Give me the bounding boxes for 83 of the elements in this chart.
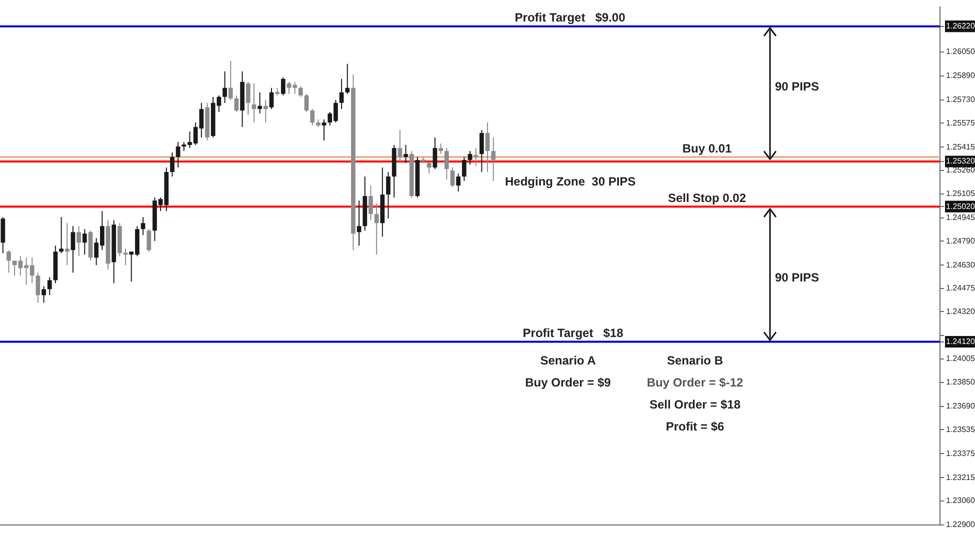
- candlestick: [374, 203, 379, 256]
- annotation: Hedging Zone 30 PIPS: [505, 174, 636, 188]
- candlestick: [404, 144, 408, 164]
- candlestick: [450, 167, 455, 188]
- candlestick: [468, 150, 472, 166]
- annotation: Sell Order = $18: [649, 397, 741, 412]
- candlestick: [76, 226, 82, 257]
- candlestick: [258, 92, 262, 114]
- ref-line-label: Profit Target $9.00: [514, 10, 626, 25]
- y-tick-label: 1.23060: [946, 496, 975, 506]
- candlestick: [140, 216, 146, 236]
- candlestick: [491, 136, 496, 182]
- y-tick-label: 1.24630: [946, 260, 975, 270]
- y-tick-label: 1.25575: [946, 118, 975, 128]
- y-tick-label: 1.25105: [946, 189, 975, 198]
- y-tick-label: 1.24120: [946, 336, 975, 346]
- ref-line-label: Profit Target $18: [522, 326, 624, 340]
- y-tick-label: 1.26220: [946, 22, 975, 31]
- candlestick: [228, 60, 233, 100]
- annotation: Buy Order = $9: [525, 375, 612, 390]
- candlestick: [298, 86, 303, 98]
- y-tick-label: 1.22900: [946, 520, 975, 530]
- y-tick-label: 1.23215: [946, 472, 975, 482]
- candlestick: [263, 99, 268, 123]
- candlestick: [485, 122, 490, 173]
- y-tick-label: 1.24475: [946, 284, 975, 293]
- annotation: Profit = $6: [666, 419, 724, 434]
- y-tick-label: 1.25415: [946, 142, 975, 152]
- candlestick: [47, 276, 52, 296]
- candlestick: [426, 161, 432, 174]
- y-tick-label: 1.25890: [946, 71, 975, 80]
- y-tick-label: 1.24320: [946, 306, 975, 316]
- candlestick: [252, 82, 256, 123]
- candlestick: [479, 129, 484, 173]
- y-tick-label: 1.24790: [946, 236, 975, 246]
- annotation: 90 PIPS: [775, 270, 820, 284]
- candlestick: [386, 172, 390, 220]
- candlestick: [432, 136, 438, 170]
- y-tick-label: 1.23535: [946, 424, 975, 434]
- candlestick: [345, 63, 350, 94]
- candlestick: [82, 228, 87, 256]
- candlestick: [322, 118, 326, 141]
- candlestick: [42, 286, 46, 304]
- candlestick: [246, 81, 250, 116]
- y-tick-label: 1.25730: [946, 95, 975, 104]
- candlestick: [59, 216, 64, 254]
- y-tick-label: 1.24005: [946, 354, 975, 364]
- ref-line-label: Buy 0.01: [682, 141, 732, 156]
- annotation: Buy Order = $-12: [646, 375, 744, 390]
- y-tick-label: 1.23375: [946, 448, 975, 458]
- y-tick-label: 1.26050: [946, 47, 975, 56]
- annotation: Senario B: [666, 353, 724, 368]
- candlestick: [456, 173, 461, 192]
- candlestick: [64, 222, 70, 266]
- annotation: 90 PIPS: [775, 79, 820, 94]
- candlestick: [310, 108, 315, 126]
- candlestick: [398, 129, 402, 162]
- candlestick: [269, 87, 274, 110]
- y-tick-label: 1.25260: [946, 166, 975, 175]
- candlestick: [170, 152, 174, 178]
- ref-line-label: Sell Stop 0.02: [668, 190, 746, 205]
- candlestick: [6, 250, 11, 274]
- candlestick: [462, 156, 466, 182]
- y-tick-label: 1.23850: [946, 378, 975, 387]
- y-tick-label: 1.24945: [946, 213, 975, 222]
- candlestick: [146, 228, 152, 252]
- candlestick: [339, 78, 344, 110]
- y-tick-label: 1.25020: [946, 202, 975, 211]
- candlestick: [438, 142, 443, 154]
- candlestick: [356, 200, 362, 246]
- candlestick: [474, 147, 478, 167]
- candlestick: [444, 147, 449, 180]
- candlestick: [368, 185, 373, 221]
- candlestick: [304, 93, 309, 112]
- candlestick: [176, 141, 180, 168]
- candlestick: [280, 76, 286, 96]
- candlestick: [36, 272, 40, 304]
- annotation: Senario A: [540, 353, 596, 368]
- candlestick: [222, 70, 227, 104]
- candlestick: [70, 226, 76, 274]
- y-tick-label: 1.25320: [946, 156, 975, 166]
- y-tick-label: 1.23690: [946, 402, 975, 411]
- candlestick: [234, 94, 239, 112]
